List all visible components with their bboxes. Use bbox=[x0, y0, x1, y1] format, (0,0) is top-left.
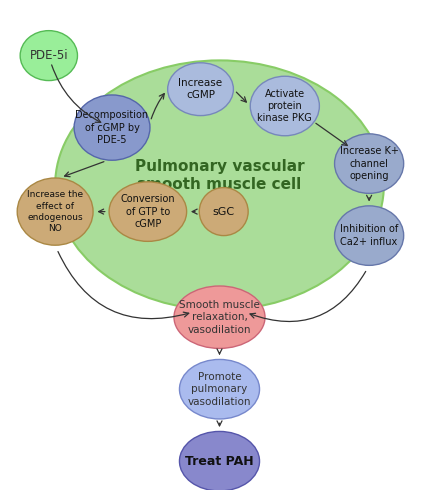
Ellipse shape bbox=[55, 60, 383, 310]
Ellipse shape bbox=[173, 286, 265, 348]
Text: Increase
cGMP: Increase cGMP bbox=[178, 78, 222, 100]
Ellipse shape bbox=[334, 206, 403, 266]
Ellipse shape bbox=[167, 63, 233, 116]
Ellipse shape bbox=[17, 178, 93, 245]
Text: PDE-5i: PDE-5i bbox=[29, 49, 68, 62]
Ellipse shape bbox=[20, 30, 77, 80]
Ellipse shape bbox=[334, 134, 403, 194]
Ellipse shape bbox=[250, 76, 319, 136]
Ellipse shape bbox=[179, 360, 259, 419]
Ellipse shape bbox=[179, 432, 259, 491]
Text: Increase the
effect of
endogenous
NO: Increase the effect of endogenous NO bbox=[27, 190, 83, 233]
Ellipse shape bbox=[74, 95, 150, 160]
Text: sGC: sGC bbox=[212, 206, 234, 216]
Ellipse shape bbox=[109, 182, 186, 242]
Text: Pulmonary vascular
smooth muscle cell: Pulmonary vascular smooth muscle cell bbox=[134, 160, 304, 192]
Text: Smooth muscle
relaxation,
vasodilation: Smooth muscle relaxation, vasodilation bbox=[179, 300, 259, 334]
Text: Increase K+
channel
opening: Increase K+ channel opening bbox=[339, 146, 398, 181]
Text: Decomposition
of cGMP by
PDE-5: Decomposition of cGMP by PDE-5 bbox=[75, 110, 148, 145]
Ellipse shape bbox=[199, 188, 247, 236]
Text: Activate
protein
kinase PKG: Activate protein kinase PKG bbox=[257, 88, 311, 124]
Text: Treat PAH: Treat PAH bbox=[185, 454, 253, 468]
Text: Inhibition of
Ca2+ influx: Inhibition of Ca2+ influx bbox=[339, 224, 397, 247]
Text: Promote
pulmonary
vasodilation: Promote pulmonary vasodilation bbox=[187, 372, 251, 406]
Text: Conversion
of GTP to
cGMP: Conversion of GTP to cGMP bbox=[120, 194, 175, 229]
